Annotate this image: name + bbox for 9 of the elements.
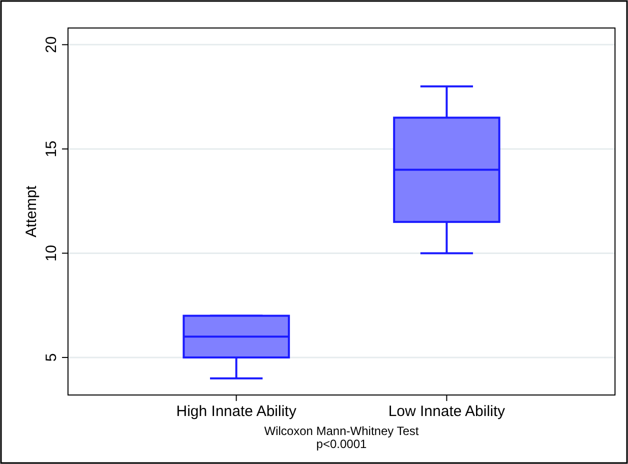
text: Wilcoxon Mann-Whitney Test — [264, 424, 420, 438]
y-tick-label: 20 — [43, 36, 60, 54]
x-tick-label: High Innate Ability — [176, 403, 297, 420]
y-axis-title: Attempt — [23, 184, 40, 238]
y-tick-label: 10 — [43, 244, 60, 262]
y-tick-label: 15 — [43, 140, 60, 158]
x-tick-label: Low Innate Ability — [388, 403, 506, 420]
y-tick-label: 5 — [43, 353, 60, 362]
text: p<0.0001 — [316, 437, 368, 451]
